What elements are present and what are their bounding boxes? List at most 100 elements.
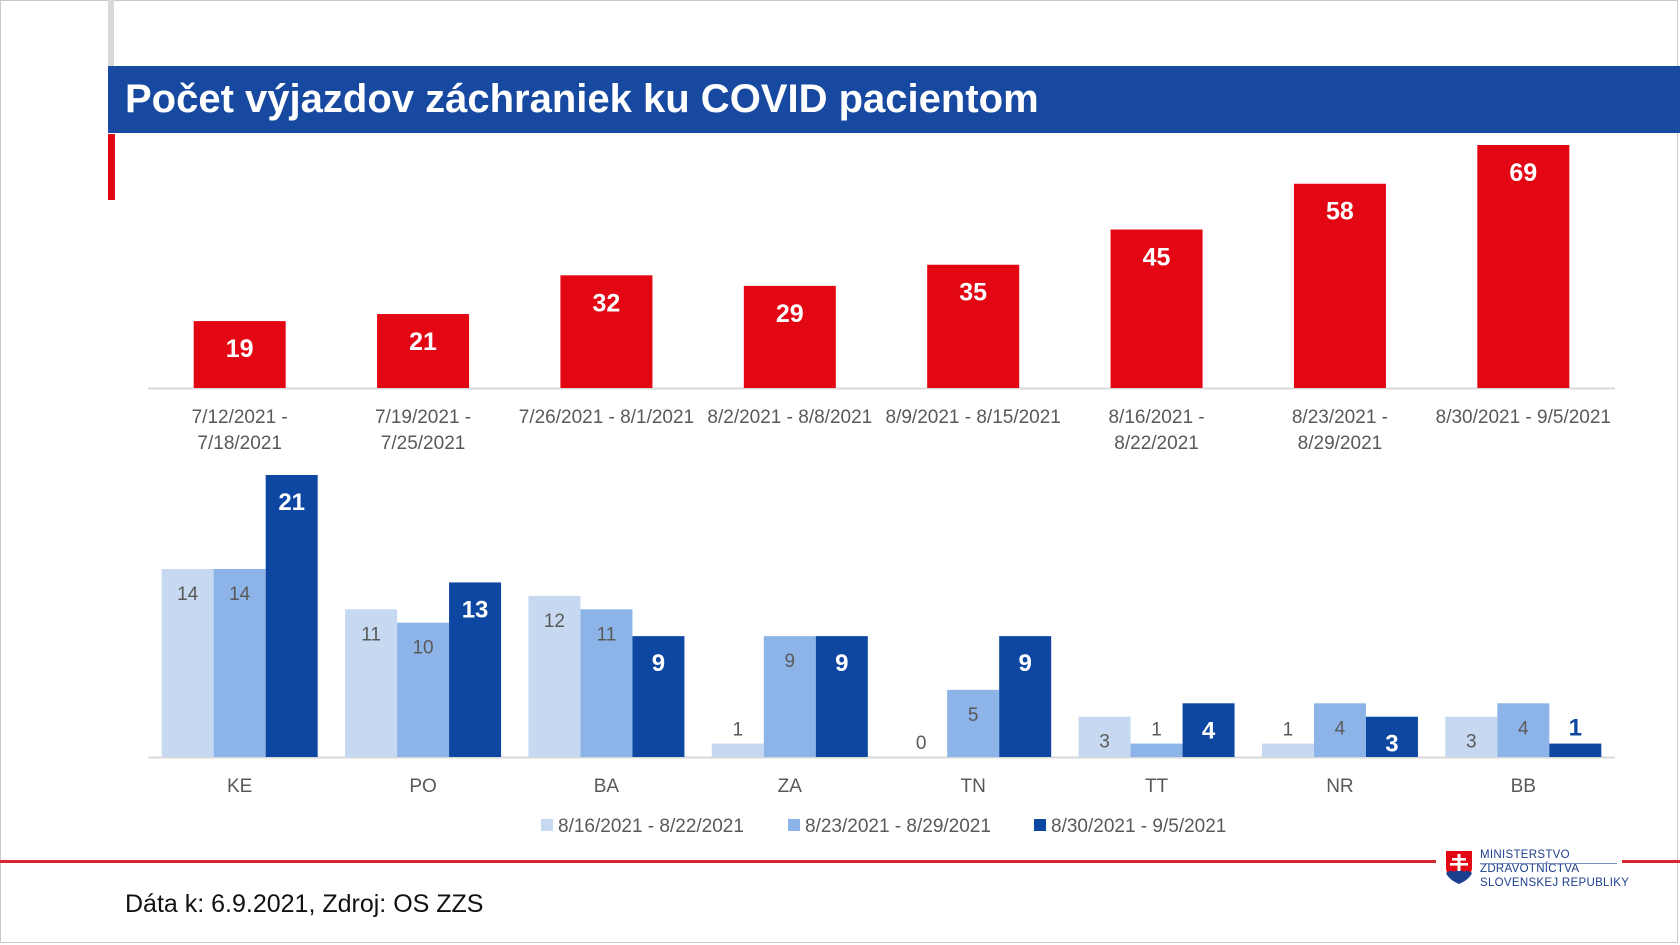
region-bar-value-label: 1 xyxy=(733,720,744,741)
footer-divider xyxy=(0,860,1680,863)
region-bar-value-label: 3 xyxy=(1385,731,1398,758)
top-x-tick-label: 7/26/2021 - 8/1/2021 xyxy=(519,407,694,428)
region-bar xyxy=(1130,743,1183,757)
legend-swatch xyxy=(1034,819,1046,831)
region-bar xyxy=(1313,703,1366,757)
region-bar-value-label: 4 xyxy=(1518,718,1529,739)
decorative-red-bar xyxy=(108,134,115,200)
region-bar xyxy=(1365,716,1418,757)
region-bar xyxy=(947,689,1000,757)
top-x-tick-label: 8/29/2021 xyxy=(1298,433,1383,454)
region-bar-value-label: 10 xyxy=(412,638,433,659)
top-x-tick-label: 8/2/2021 - 8/8/2021 xyxy=(707,407,872,428)
bottom-x-tick-label: BB xyxy=(1511,776,1536,797)
bottom-x-tick-label: BA xyxy=(594,776,620,797)
top-bar xyxy=(927,264,1020,388)
top-bar xyxy=(377,314,470,388)
region-bar xyxy=(763,636,816,757)
logo-line-1: MINISTERSTVO xyxy=(1480,849,1570,861)
bottom-x-tick-label: NR xyxy=(1326,776,1353,797)
region-bar xyxy=(265,475,318,757)
region-bar xyxy=(711,743,764,757)
logo-separator xyxy=(1480,863,1617,864)
top-bar-value-label: 58 xyxy=(1326,198,1354,226)
top-bar-value-label: 69 xyxy=(1509,159,1537,187)
region-bar-value-label: 14 xyxy=(177,584,199,605)
region-bar xyxy=(161,569,214,757)
top-x-tick-label: 8/9/2021 - 8/15/2021 xyxy=(886,407,1061,428)
region-bar-value-label: 1 xyxy=(1283,720,1294,741)
top-bar xyxy=(1110,229,1203,388)
top-x-tick-label: 7/19/2021 - xyxy=(375,407,471,428)
top-bar-value-label: 32 xyxy=(593,289,621,317)
region-bar-value-label: 4 xyxy=(1335,718,1346,739)
region-bar-value-label: 11 xyxy=(597,624,617,645)
top-bar-value-label: 19 xyxy=(226,335,254,363)
region-bar xyxy=(1078,716,1131,757)
region-bar-value-label: 14 xyxy=(229,584,251,605)
region-bar xyxy=(528,595,581,757)
bottom-x-tick-label: KE xyxy=(227,776,252,797)
region-bar-value-label: 3 xyxy=(1099,732,1110,753)
region-bar xyxy=(999,636,1052,757)
top-bar xyxy=(1477,145,1570,388)
region-bar-value-label: 1 xyxy=(1569,715,1582,742)
page-title: Počet výjazdov záchraniek ku COVID pacie… xyxy=(125,77,1039,121)
region-bar xyxy=(449,582,502,757)
bottom-x-tick-label: ZA xyxy=(778,776,803,797)
top-bar xyxy=(743,285,836,388)
region-bar xyxy=(1445,716,1498,757)
top-bar-value-label: 29 xyxy=(776,300,804,328)
top-x-tick-label: 8/16/2021 - xyxy=(1108,407,1204,428)
region-bar-value-label: 0 xyxy=(916,733,927,754)
region-bar-value-label: 11 xyxy=(361,624,381,645)
region-bar-value-label: 9 xyxy=(1019,650,1032,677)
footer-source: Dáta k: 6.9.2021, Zdroj: OS ZZS xyxy=(125,890,484,918)
region-bar-value-label: 4 xyxy=(1202,717,1216,744)
logo-line-2: ZDRAVOTNÍCTVA xyxy=(1480,863,1580,875)
logo-text: MINISTERSTVO ZDRAVOTNÍCTVA SLOVENSKEJ RE… xyxy=(1480,848,1629,890)
region-bar xyxy=(345,609,398,757)
title-band: Počet výjazdov záchraniek ku COVID pacie… xyxy=(108,66,1680,133)
region-bar xyxy=(213,569,266,757)
region-bar xyxy=(1261,743,1314,757)
region-bar xyxy=(1497,703,1550,757)
region-bar xyxy=(397,622,450,757)
region-bar xyxy=(632,636,685,757)
legend-swatch xyxy=(541,819,553,831)
region-bar-value-label: 21 xyxy=(278,489,305,516)
bottom-x-tick-label: TN xyxy=(961,776,986,797)
legend-entry-label: 8/30/2021 - 9/5/2021 xyxy=(1051,816,1226,837)
ministry-logo: MINISTERSTVO ZDRAVOTNÍCTVA SLOVENSKEJ RE… xyxy=(1436,846,1629,902)
region-bar-value-label: 9 xyxy=(652,650,665,677)
region-bar-value-label: 3 xyxy=(1466,732,1477,753)
region-bar xyxy=(580,609,633,757)
region-bar xyxy=(1549,743,1602,757)
top-x-tick-label: 7/18/2021 xyxy=(197,433,282,454)
region-bar xyxy=(1182,703,1235,757)
region-bar-value-label: 5 xyxy=(968,705,979,726)
top-bar-value-label: 35 xyxy=(959,279,987,307)
top-x-tick-label: 7/12/2021 - xyxy=(192,407,288,428)
top-x-tick-label: 8/30/2021 - 9/5/2021 xyxy=(1436,407,1611,428)
region-bar-value-label: 9 xyxy=(835,650,848,677)
legend-swatch xyxy=(788,819,800,831)
region-bar xyxy=(815,636,868,757)
top-bar xyxy=(1293,183,1386,388)
region-bar-value-label: 12 xyxy=(544,611,565,632)
logo-line-3: SLOVENSKEJ REPUBLIKY xyxy=(1480,877,1630,889)
decorative-grey-bar xyxy=(108,0,114,66)
top-x-tick-label: 8/22/2021 xyxy=(1114,433,1199,454)
legend-entry-label: 8/23/2021 - 8/29/2021 xyxy=(805,816,991,837)
coat-of-arms-icon xyxy=(1446,851,1472,884)
bottom-x-tick-label: PO xyxy=(409,776,436,797)
top-bar-value-label: 21 xyxy=(409,328,437,356)
top-x-tick-label: 7/25/2021 xyxy=(381,433,466,454)
bottom-x-tick-label: TT xyxy=(1145,776,1169,797)
region-bar-value-label: 1 xyxy=(1151,720,1162,741)
legend-entry-label: 8/16/2021 - 8/22/2021 xyxy=(558,816,744,837)
top-x-tick-label: 8/23/2021 - xyxy=(1292,407,1388,428)
top-bar-value-label: 45 xyxy=(1143,244,1171,272)
region-bar-value-label: 13 xyxy=(462,596,489,623)
